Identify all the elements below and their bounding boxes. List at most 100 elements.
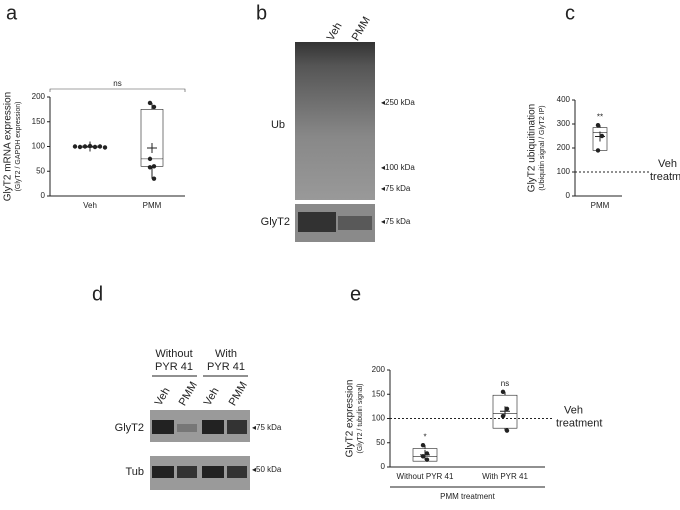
- x-tick-label: PMM: [591, 201, 610, 210]
- data-point: [77, 144, 83, 150]
- lane-label: PMM: [227, 380, 250, 408]
- y-tick-label: 100: [32, 142, 46, 151]
- blot-ub: [295, 42, 375, 200]
- data-point: [151, 104, 157, 110]
- band: [152, 466, 174, 478]
- reference-label: Veh: [658, 158, 677, 170]
- lane-label: Veh: [202, 386, 222, 408]
- band: [298, 212, 336, 232]
- y-tick-label: 300: [557, 119, 571, 128]
- group-label: Without: [155, 348, 192, 360]
- data-point: [87, 143, 93, 149]
- reference-label: Veh: [564, 404, 583, 416]
- box: [412, 448, 438, 462]
- group-label: PYR 41: [207, 361, 245, 373]
- data-point: [595, 123, 601, 128]
- data-point: [147, 165, 153, 170]
- y-tick-label: 200: [372, 365, 386, 374]
- marker-label: 75 kDa: [256, 423, 282, 432]
- y-tick-label: 100: [372, 414, 386, 423]
- row-label: GlyT2: [115, 422, 144, 434]
- marker: ◂75 kDa: [252, 423, 282, 432]
- y-tick-label: 150: [372, 389, 386, 398]
- y-axis-label: GlyT2 mRNA expression: [3, 92, 14, 201]
- panel-letter: d: [92, 283, 103, 305]
- lane-label: PMM: [350, 15, 373, 43]
- marker: ◂50 kDa: [252, 465, 282, 474]
- data-point: [595, 148, 601, 153]
- y-axis-sublabel: (GlyT2 / tubulin signal): [357, 383, 364, 453]
- reference-label: treatment: [650, 171, 680, 183]
- data-point: [82, 144, 88, 149]
- data-point: [151, 176, 157, 181]
- band: [338, 216, 372, 230]
- data-point: [424, 451, 430, 456]
- data-point: [92, 144, 98, 150]
- y-tick-label: 200: [557, 143, 571, 152]
- group-label: With: [215, 348, 237, 360]
- band: [152, 420, 174, 434]
- significance: ns: [501, 379, 509, 388]
- y-tick-label: 0: [381, 462, 386, 471]
- y-tick-label: 50: [376, 438, 385, 447]
- y-axis-label: GlyT2 ubiquitination: [527, 104, 538, 192]
- marker-label: 50 kDa: [256, 465, 282, 474]
- group-label: PMM treatment: [440, 492, 495, 501]
- band: [202, 420, 224, 434]
- y-tick-label: 0: [566, 191, 571, 200]
- lane-label: Veh: [325, 21, 345, 43]
- marker-label: 75 kDa: [385, 217, 411, 226]
- data-point: [420, 454, 426, 459]
- data-point: [72, 144, 78, 149]
- y-tick-label: 200: [32, 92, 46, 101]
- lane-label: Veh: [153, 386, 173, 408]
- significance: ns: [113, 79, 121, 88]
- marker: ◂250 kDa: [381, 98, 415, 107]
- mean-marker: [147, 142, 157, 153]
- band: [202, 466, 224, 478]
- band: [177, 466, 197, 478]
- row-label: GlyT2: [261, 216, 290, 228]
- row-label: Tub: [125, 466, 144, 478]
- marker-label: 100 kDa: [385, 163, 415, 172]
- y-axis-sublabel: (GlyT2 / GAPDH expression): [15, 102, 22, 192]
- reference-label: treatment: [556, 417, 602, 429]
- marker: ◂75 kDa: [381, 184, 411, 193]
- y-tick-label: 100: [557, 167, 571, 176]
- data-point: [599, 133, 605, 139]
- data-point: [147, 156, 153, 162]
- data-point: [102, 145, 108, 150]
- panel-letter: c: [565, 2, 575, 24]
- box: [140, 109, 164, 167]
- data-point: [151, 164, 157, 169]
- x-tick-label: Without PYR 41: [397, 472, 454, 481]
- data-point: [97, 144, 103, 149]
- marker: ◂100 kDa: [381, 163, 415, 172]
- data-point: [504, 406, 510, 411]
- data-point: [420, 442, 426, 448]
- band: [227, 466, 247, 478]
- y-tick-label: 50: [36, 166, 45, 175]
- marker-label: 75 kDa: [385, 184, 411, 193]
- significance: **: [597, 112, 603, 121]
- panel-letter: b: [256, 2, 267, 24]
- y-tick-label: 0: [41, 191, 46, 200]
- row-label: Ub: [271, 119, 285, 131]
- y-axis-sublabel: (Ubiquitin signal / GlyT2 IP): [539, 105, 546, 190]
- panel-letter: e: [350, 283, 361, 305]
- significance: *: [423, 432, 426, 441]
- data-point: [424, 457, 430, 462]
- marker-label: 250 kDa: [385, 98, 415, 107]
- data-point: [500, 413, 506, 419]
- data-point: [500, 389, 506, 395]
- data-point: [504, 428, 510, 433]
- bracket: [49, 88, 186, 92]
- y-tick-label: 150: [32, 117, 46, 126]
- band: [177, 424, 197, 432]
- x-tick-label: With PYR 41: [482, 472, 528, 481]
- x-tick-label: Veh: [83, 201, 97, 210]
- y-axis-label: GlyT2 expression: [345, 380, 356, 458]
- marker: ◂75 kDa: [381, 217, 411, 226]
- lane-label: PMM: [177, 380, 200, 408]
